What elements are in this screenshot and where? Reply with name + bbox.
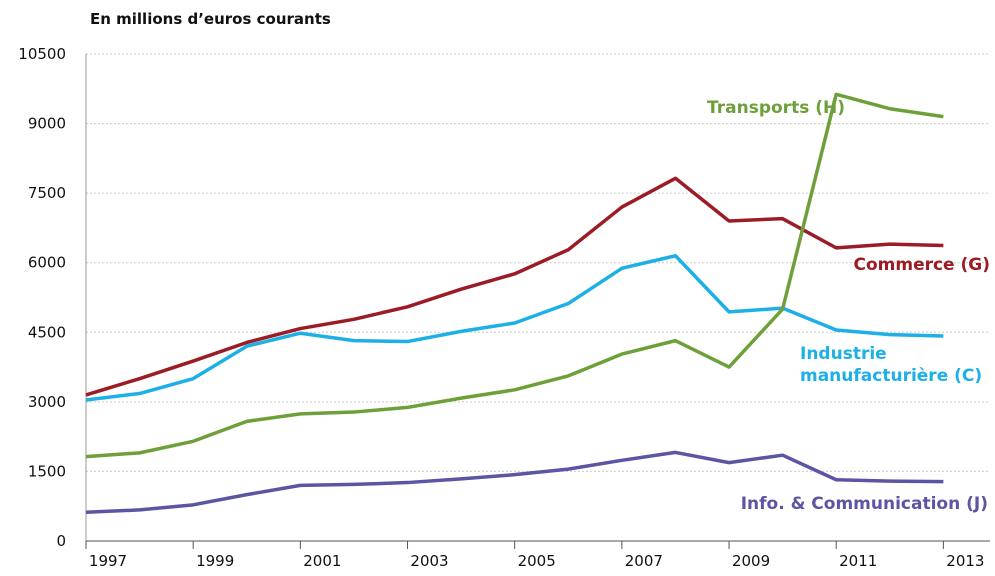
- x-tick-label: 2013: [946, 552, 984, 570]
- y-tick-label: 6000: [28, 254, 66, 272]
- y-tick-label: 10500: [18, 45, 66, 63]
- y-tick-label: 4500: [28, 323, 66, 341]
- y-tick-label: 9000: [28, 115, 66, 133]
- series-line: [85, 92, 944, 459]
- x-tick-label: 2005: [518, 552, 556, 570]
- x-tick-label: 1997: [89, 552, 127, 570]
- x-tick-label: 1999: [196, 552, 234, 570]
- x-tick-label: 2009: [732, 552, 770, 570]
- y-tick-label: 1500: [28, 462, 66, 480]
- series-label: Industrie manufacturière (C): [800, 344, 983, 386]
- y-tick-label: 7500: [28, 184, 66, 202]
- y-tick-label: 0: [56, 532, 66, 550]
- series-line: [85, 450, 944, 514]
- series-label: Transports (H): [707, 98, 845, 118]
- y-tick-label: 3000: [28, 393, 66, 411]
- x-tick-label: 2001: [303, 552, 341, 570]
- chart-title: En millions d’euros courants: [90, 10, 331, 28]
- series-line: [85, 176, 944, 397]
- x-tick-label: 2011: [839, 552, 877, 570]
- series-line: [85, 254, 944, 402]
- series-label: Commerce (G): [853, 255, 990, 275]
- x-tick-label: 2003: [410, 552, 448, 570]
- series-label: Info. & Communication (J): [740, 494, 988, 514]
- x-tick-label: 2007: [625, 552, 663, 570]
